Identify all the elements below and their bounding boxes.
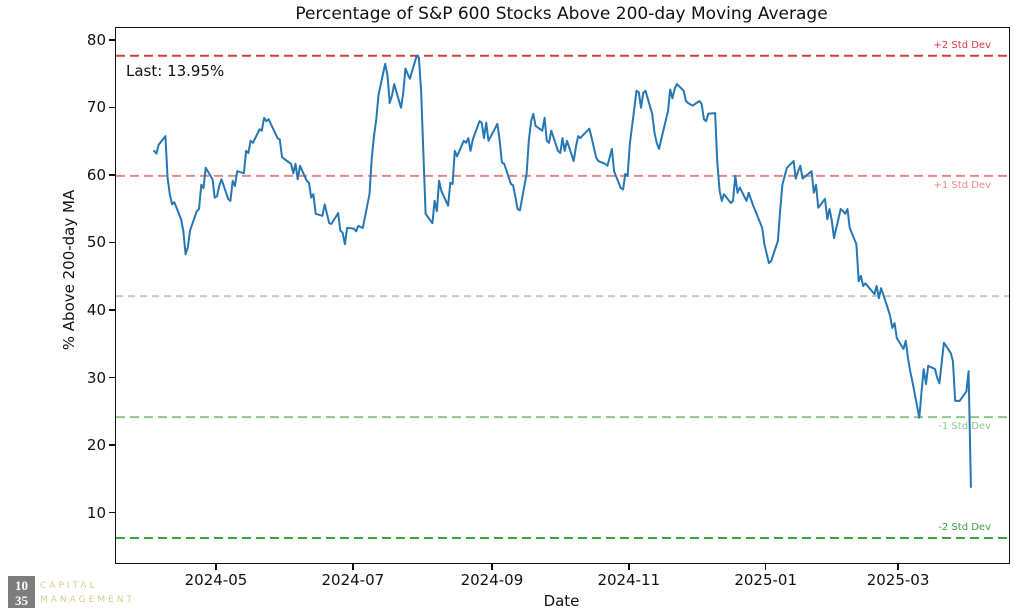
y-tick-mark [109,106,116,109]
line-chart-svg [116,54,1009,540]
y-tick-label: 10 [86,503,106,522]
x-tick-label: 2024-09 [460,571,524,589]
x-tick-label: 2024-05 [184,571,248,589]
logo-badge: 10 35 [8,576,35,608]
x-tick-mark [215,563,217,570]
y-tick-mark [109,444,116,446]
y-tick-mark [109,511,116,514]
chart-title: Percentage of S&P 600 Stocks Above 200-d… [295,4,828,24]
last-value-annotation: Last: 13.95% [126,62,225,80]
y-tick-label: 50 [86,233,106,252]
y-tick-mark [109,39,116,41]
logo: 10 35 CAPITAL MANAGEMENT [8,576,135,608]
x-tick-label: 2025-03 [866,571,930,589]
x-tick-mark [491,563,493,570]
x-axis-label: Date [543,592,580,610]
y-tick-label: 70 [86,98,106,117]
x-tick-label: 2025-01 [734,571,798,589]
y-tick-mark [109,241,116,244]
y-tick-label: 60 [86,165,106,184]
logo-number-top: 10 [15,578,28,593]
y-tick-label: 20 [86,436,106,455]
y-tick-label: 40 [86,301,106,320]
logo-line1: CAPITAL [40,581,98,591]
x-tick-mark [352,563,354,570]
std-dev-label-3: -1 Std Dev [938,421,991,433]
y-tick-label: 80 [86,30,106,49]
std-dev-label-1: +1 Std Dev [933,179,992,191]
x-tick-mark [897,563,899,570]
trend-line [153,54,972,488]
y-tick-mark [109,174,116,176]
y-tick-label: 30 [86,368,106,387]
x-tick-mark [764,563,767,570]
logo-wordmark: CAPITAL MANAGEMENT [40,576,135,607]
std-dev-label-0: +2 Std Dev [933,39,992,51]
x-tick-label: 2024-07 [321,571,385,589]
plot-area: Last: 13.95% +2 Std Dev +1 Std Dev -1 Std … [115,27,1010,564]
logo-line2: MANAGEMENT [40,595,135,605]
logo-number-bottom: 35 [15,593,28,608]
y-tick-mark [109,309,116,311]
x-tick-mark [628,563,630,570]
std-dev-label-4: -2 Std Dev [938,522,991,533]
x-tick-label: 2024-11 [597,571,661,589]
y-tick-mark [109,376,116,379]
